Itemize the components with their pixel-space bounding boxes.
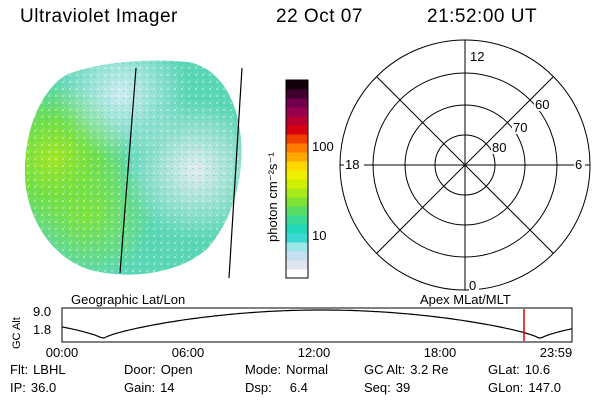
observation-time: 21:52:00 UT bbox=[427, 6, 538, 27]
uv-earth-image bbox=[24, 60, 243, 279]
color-scale: 100 10 photon cm⁻²s⁻¹ bbox=[265, 79, 334, 279]
colorbar-segment bbox=[286, 197, 308, 207]
colorbar-segment bbox=[286, 269, 308, 279]
colorbar-tick-10: 10 bbox=[312, 228, 326, 243]
colorbar-segment bbox=[286, 224, 308, 234]
gain-field: Gain: 14 bbox=[124, 380, 175, 395]
colorbar-segment bbox=[286, 107, 308, 117]
timeline-left-title: Geographic Lat/Lon bbox=[71, 292, 185, 307]
colorbar-segment bbox=[286, 206, 308, 216]
timeline-frame bbox=[61, 307, 573, 343]
mlt-label-0: 0 bbox=[469, 278, 476, 293]
colorbar-segment bbox=[286, 80, 308, 90]
colorbar-segment bbox=[286, 170, 308, 180]
colorbar-segment bbox=[286, 260, 308, 270]
mlat-label-80: 80 bbox=[492, 140, 506, 155]
timeline-y-axis-label: GC Alt bbox=[11, 317, 23, 349]
ip-field: IP: 36.0 bbox=[10, 380, 57, 395]
timeline-tick-label: 06:00 bbox=[172, 345, 205, 360]
colorbar-tick-100: 100 bbox=[312, 139, 334, 154]
colorbar-segment bbox=[286, 188, 308, 198]
orbit-timeline: Geographic Lat/Lon Apex MLat/MLT GC Alt … bbox=[11, 292, 573, 360]
glat-field: GLat: 10.6 bbox=[488, 362, 551, 377]
dsp-field: Dsp: 6.4 bbox=[245, 380, 308, 395]
timeline-y-min: 1.8 bbox=[33, 322, 51, 337]
door-field: Door: Open bbox=[124, 362, 193, 377]
terminator-line-inner bbox=[119, 67, 137, 274]
glon-field: GLon: 147.0 bbox=[488, 380, 561, 395]
mlt-polar-grid: 12 0 18 6 60 70 80 bbox=[339, 39, 591, 293]
timeline-y-max: 9.0 bbox=[33, 304, 51, 319]
timeline-tick-label: 23:59 bbox=[540, 345, 573, 360]
mlt-label-6: 6 bbox=[575, 157, 582, 172]
colorbar-segment bbox=[286, 134, 308, 144]
altitude-curve bbox=[61, 309, 573, 339]
colorbar-segment bbox=[286, 215, 308, 225]
mlt-label-12: 12 bbox=[470, 49, 484, 64]
timeline-right-title: Apex MLat/MLT bbox=[420, 292, 511, 307]
observation-date: 22 Oct 07 bbox=[276, 6, 363, 27]
colorbar-segment bbox=[286, 233, 308, 243]
colorbar-segment bbox=[286, 152, 308, 162]
timeline-tick-label: 12:00 bbox=[298, 345, 331, 360]
timeline-tick-label: 00:00 bbox=[46, 345, 79, 360]
mlat-label-70: 70 bbox=[513, 120, 527, 135]
colorbar-segment bbox=[286, 125, 308, 135]
terminator-line-outer bbox=[228, 67, 243, 279]
mode-field: Mode: Normal bbox=[245, 362, 329, 377]
colorbar-segment bbox=[286, 179, 308, 189]
mlat-label-60: 60 bbox=[535, 97, 549, 112]
colorbar-segment bbox=[286, 89, 308, 99]
instrument-status: Flt: LBHL Door: Open Mode: Normal GC Alt: 3.… bbox=[10, 362, 590, 398]
seq-field: Seq: 39 bbox=[364, 380, 411, 395]
colorbar-segment bbox=[286, 116, 308, 126]
colorbar-segment bbox=[286, 143, 308, 153]
colorbar-segment bbox=[286, 98, 308, 108]
colorbar-segment bbox=[286, 251, 308, 261]
filter-field: Flt: LBHL bbox=[10, 362, 66, 377]
colorbar-segment bbox=[286, 161, 308, 171]
gc-alt-field: GC Alt: 3.2 Re bbox=[364, 362, 449, 377]
colorbar-unit-label: photon cm⁻²s⁻¹ bbox=[265, 152, 280, 242]
colorbar-segment bbox=[286, 242, 308, 252]
instrument-title: Ultraviolet Imager bbox=[20, 6, 178, 27]
mlt-label-18: 18 bbox=[345, 157, 359, 172]
timeline-tick-label: 18:00 bbox=[424, 345, 457, 360]
